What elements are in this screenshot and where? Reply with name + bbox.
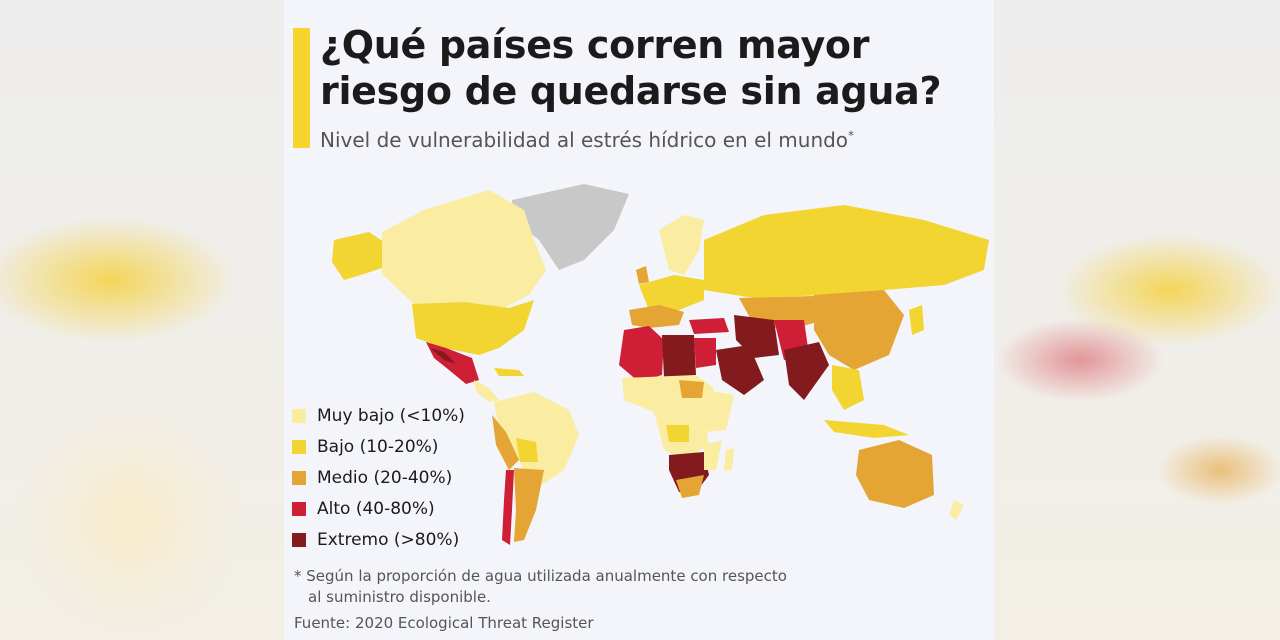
region-egypt [694,338,716,368]
region-bolivia [516,438,538,462]
region-usa [412,300,534,355]
region-turkey [689,318,729,334]
region-sahel-orange [679,380,704,398]
world-map [332,184,989,545]
region-russia [704,205,989,298]
subtitle: Nivel de vulnerabilidad al estrés hídric… [320,128,854,152]
region-canada [382,190,546,308]
region-madagascar [724,448,734,470]
legend-label: Muy bajo (<10%) [317,405,465,426]
region-libya [662,335,696,378]
region-japan [909,305,924,335]
page-title: ¿Qué países corren mayor riesgo de queda… [320,23,942,113]
legend-swatch [292,470,306,485]
footnote-line-1: * Según la proporción de agua utilizada … [294,567,787,585]
region-north-africa-west [619,326,664,382]
region-indonesia [824,420,909,438]
source-credit: Fuente: 2020 Ecological Threat Register [294,614,594,632]
region-arabia [716,345,764,395]
footnote: * Según la proporción de agua utilizada … [294,566,787,608]
legend-swatch [292,408,306,423]
region-iran [734,315,779,358]
region-uk [636,266,649,284]
subtitle-asterisk: * [848,128,855,143]
region-south-africa [676,475,704,498]
infographic-card: ¿Qué países corren mayor riesgo de queda… [284,0,994,640]
legend-item-muy-bajo: Muy bajo (<10%) [292,400,465,431]
region-congo-basin [666,425,689,442]
legend-swatch [292,439,306,454]
subtitle-text: Nivel de vulnerabilidad al estrés hídric… [320,128,849,152]
region-east-africa [704,390,734,432]
legend-item-bajo: Bajo (10-20%) [292,431,465,462]
region-europe-central [639,275,704,310]
region-india [784,342,829,400]
region-alaska [332,232,384,280]
legend-label: Extremo (>80%) [317,529,460,550]
region-central-america [474,380,499,402]
region-scandinavia [659,215,704,275]
legend-item-medio: Medio (20-40%) [292,462,465,493]
legend: Muy bajo (<10%) Bajo (10-20%) Medio (20-… [292,400,465,555]
region-caribbean [494,368,524,376]
legend-item-extremo: Extremo (>80%) [292,524,465,555]
legend-swatch [292,532,306,547]
region-argentina [514,468,544,542]
region-greenland [512,184,629,270]
legend-item-alto: Alto (40-80%) [292,493,465,524]
region-south-america-north [494,392,579,490]
accent-bar [293,28,310,148]
region-china [814,290,904,370]
region-chile [502,470,514,545]
region-new-zealand [949,500,964,520]
footnote-line-2: al suministro disponible. [308,588,491,606]
region-southeast-asia [832,365,864,410]
region-europe-south [629,305,684,328]
region-australia [856,440,934,508]
legend-label: Bajo (10-20%) [317,436,439,457]
legend-label: Medio (20-40%) [317,467,453,488]
region-mozambique [704,440,722,470]
legend-swatch [292,501,306,516]
region-mexico-north [430,348,456,364]
legend-label: Alto (40-80%) [317,498,435,519]
region-peru [492,415,519,470]
